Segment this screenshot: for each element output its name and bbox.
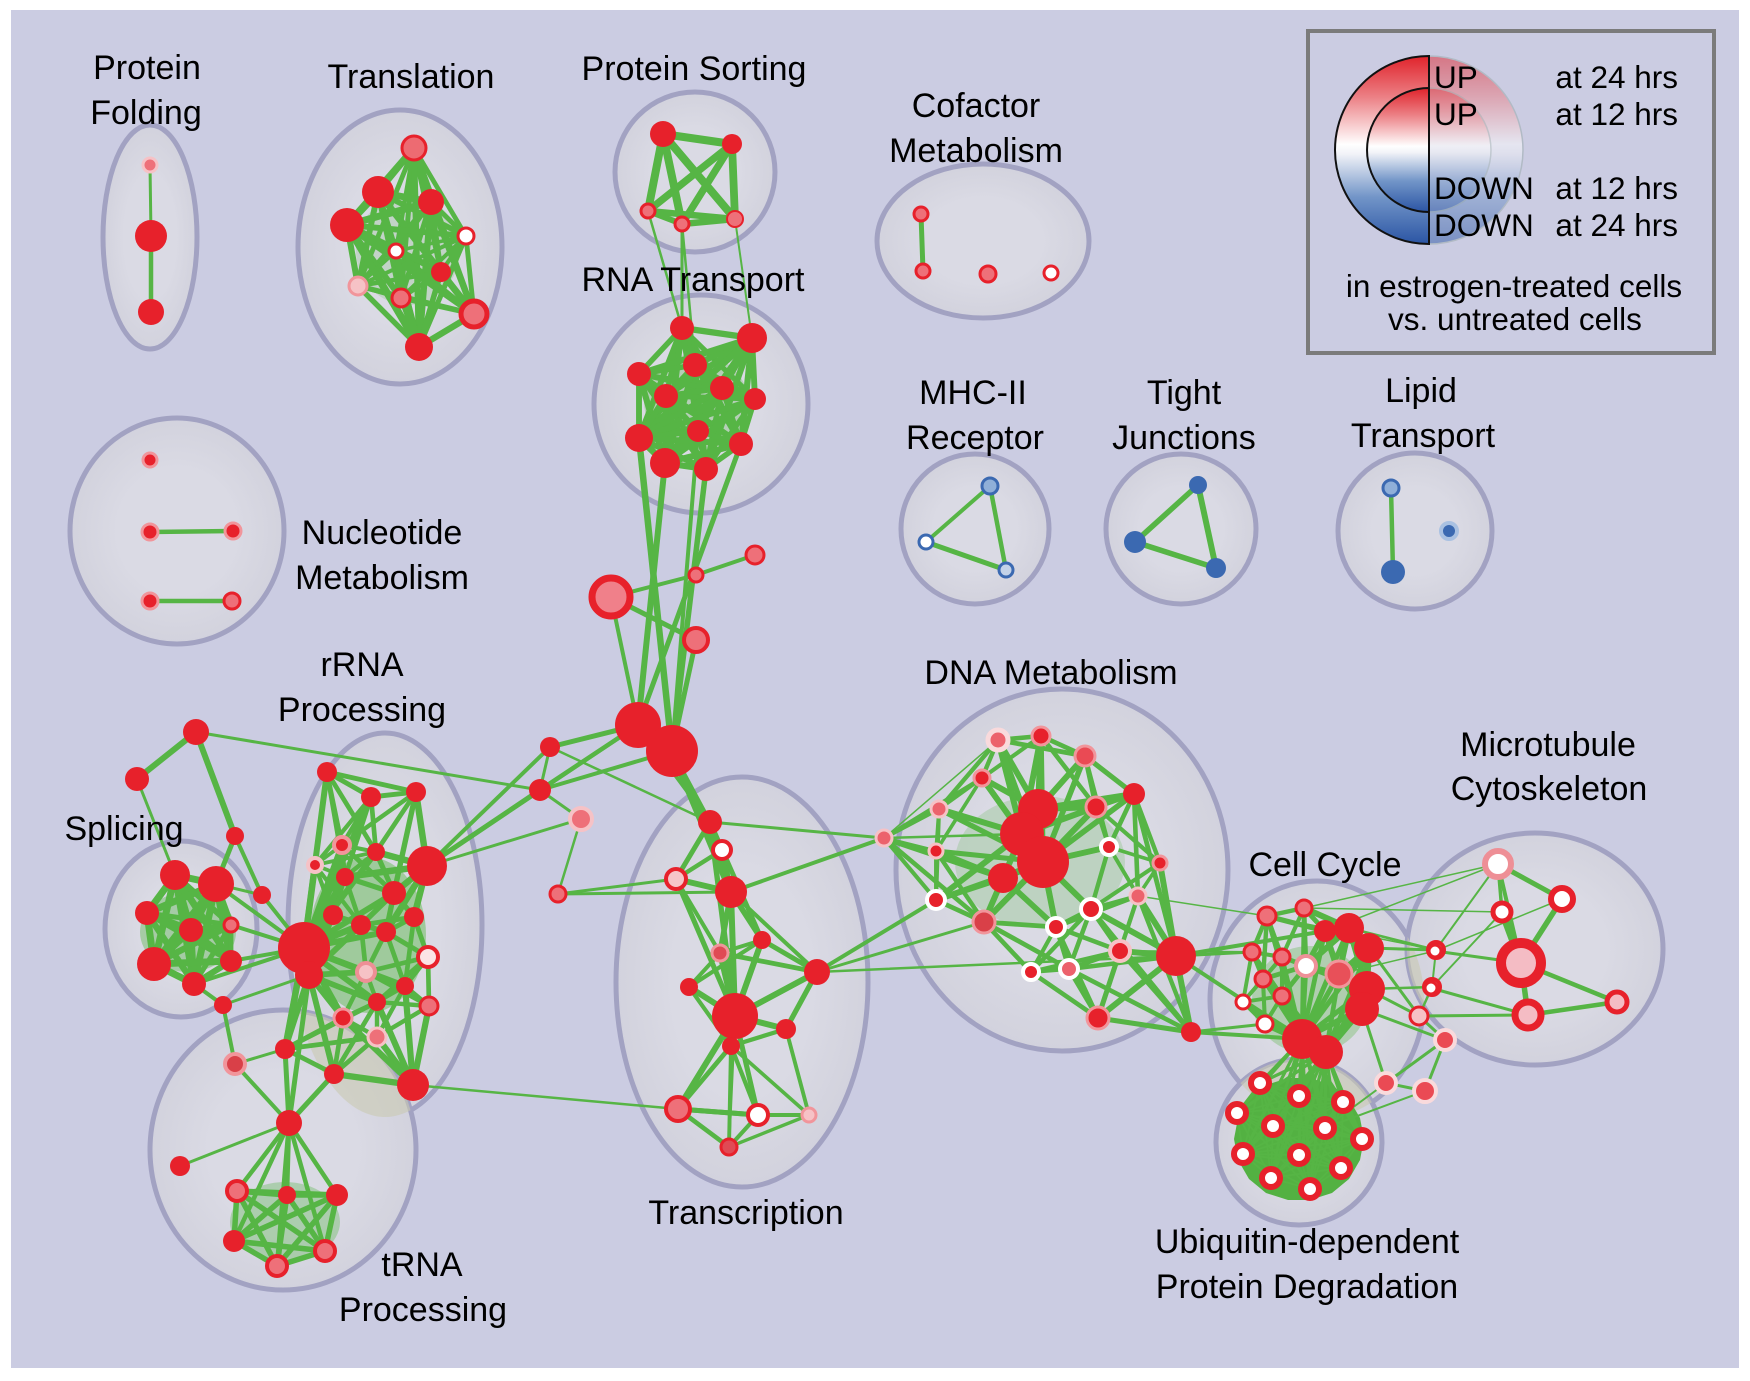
svg-text:Junctions: Junctions	[1112, 419, 1256, 457]
svg-text:Protein Degradation: Protein Degradation	[1156, 1268, 1458, 1306]
svg-text:in estrogen-treated cells: in estrogen-treated cells	[1346, 268, 1682, 304]
svg-text:Ubiquitin-dependent: Ubiquitin-dependent	[1155, 1223, 1460, 1261]
svg-text:Metabolism: Metabolism	[889, 132, 1063, 170]
svg-text:Transport: Transport	[1351, 417, 1496, 455]
svg-text:Processing: Processing	[339, 1291, 507, 1329]
svg-text:vs. untreated cells: vs. untreated cells	[1388, 301, 1642, 337]
svg-text:Receptor: Receptor	[906, 419, 1044, 457]
svg-text:Transcription: Transcription	[648, 1194, 843, 1232]
svg-text:at 12 hrs: at 12 hrs	[1555, 96, 1678, 132]
svg-text:at 24 hrs: at 24 hrs	[1555, 207, 1678, 243]
svg-text:Metabolism: Metabolism	[295, 559, 469, 597]
svg-text:DOWN: DOWN	[1434, 207, 1534, 243]
svg-text:MHC-II: MHC-II	[919, 374, 1027, 412]
svg-text:Tight: Tight	[1147, 374, 1222, 412]
svg-text:Folding: Folding	[90, 94, 202, 132]
svg-text:Cytoskeleton: Cytoskeleton	[1451, 770, 1648, 808]
svg-text:UP: UP	[1434, 59, 1478, 95]
svg-text:Cell Cycle: Cell Cycle	[1248, 846, 1401, 884]
svg-text:at 12 hrs: at 12 hrs	[1555, 170, 1678, 206]
svg-text:Protein Sorting: Protein Sorting	[582, 50, 807, 88]
svg-text:Cofactor: Cofactor	[912, 87, 1041, 125]
svg-text:Microtubule: Microtubule	[1460, 726, 1636, 764]
svg-text:Splicing: Splicing	[64, 810, 183, 848]
svg-text:DNA Metabolism: DNA Metabolism	[924, 654, 1177, 692]
svg-text:Translation: Translation	[328, 58, 495, 96]
svg-text:Lipid: Lipid	[1385, 372, 1457, 410]
svg-text:Nucleotide: Nucleotide	[302, 514, 463, 552]
svg-text:rRNA: rRNA	[320, 646, 403, 684]
svg-text:at 24 hrs: at 24 hrs	[1555, 59, 1678, 95]
svg-text:RNA Transport: RNA Transport	[582, 261, 806, 299]
svg-text:tRNA: tRNA	[381, 1246, 463, 1284]
svg-text:Protein: Protein	[93, 49, 201, 87]
svg-text:UP: UP	[1434, 96, 1478, 132]
svg-text:Processing: Processing	[278, 691, 446, 729]
svg-text:DOWN: DOWN	[1434, 170, 1534, 206]
